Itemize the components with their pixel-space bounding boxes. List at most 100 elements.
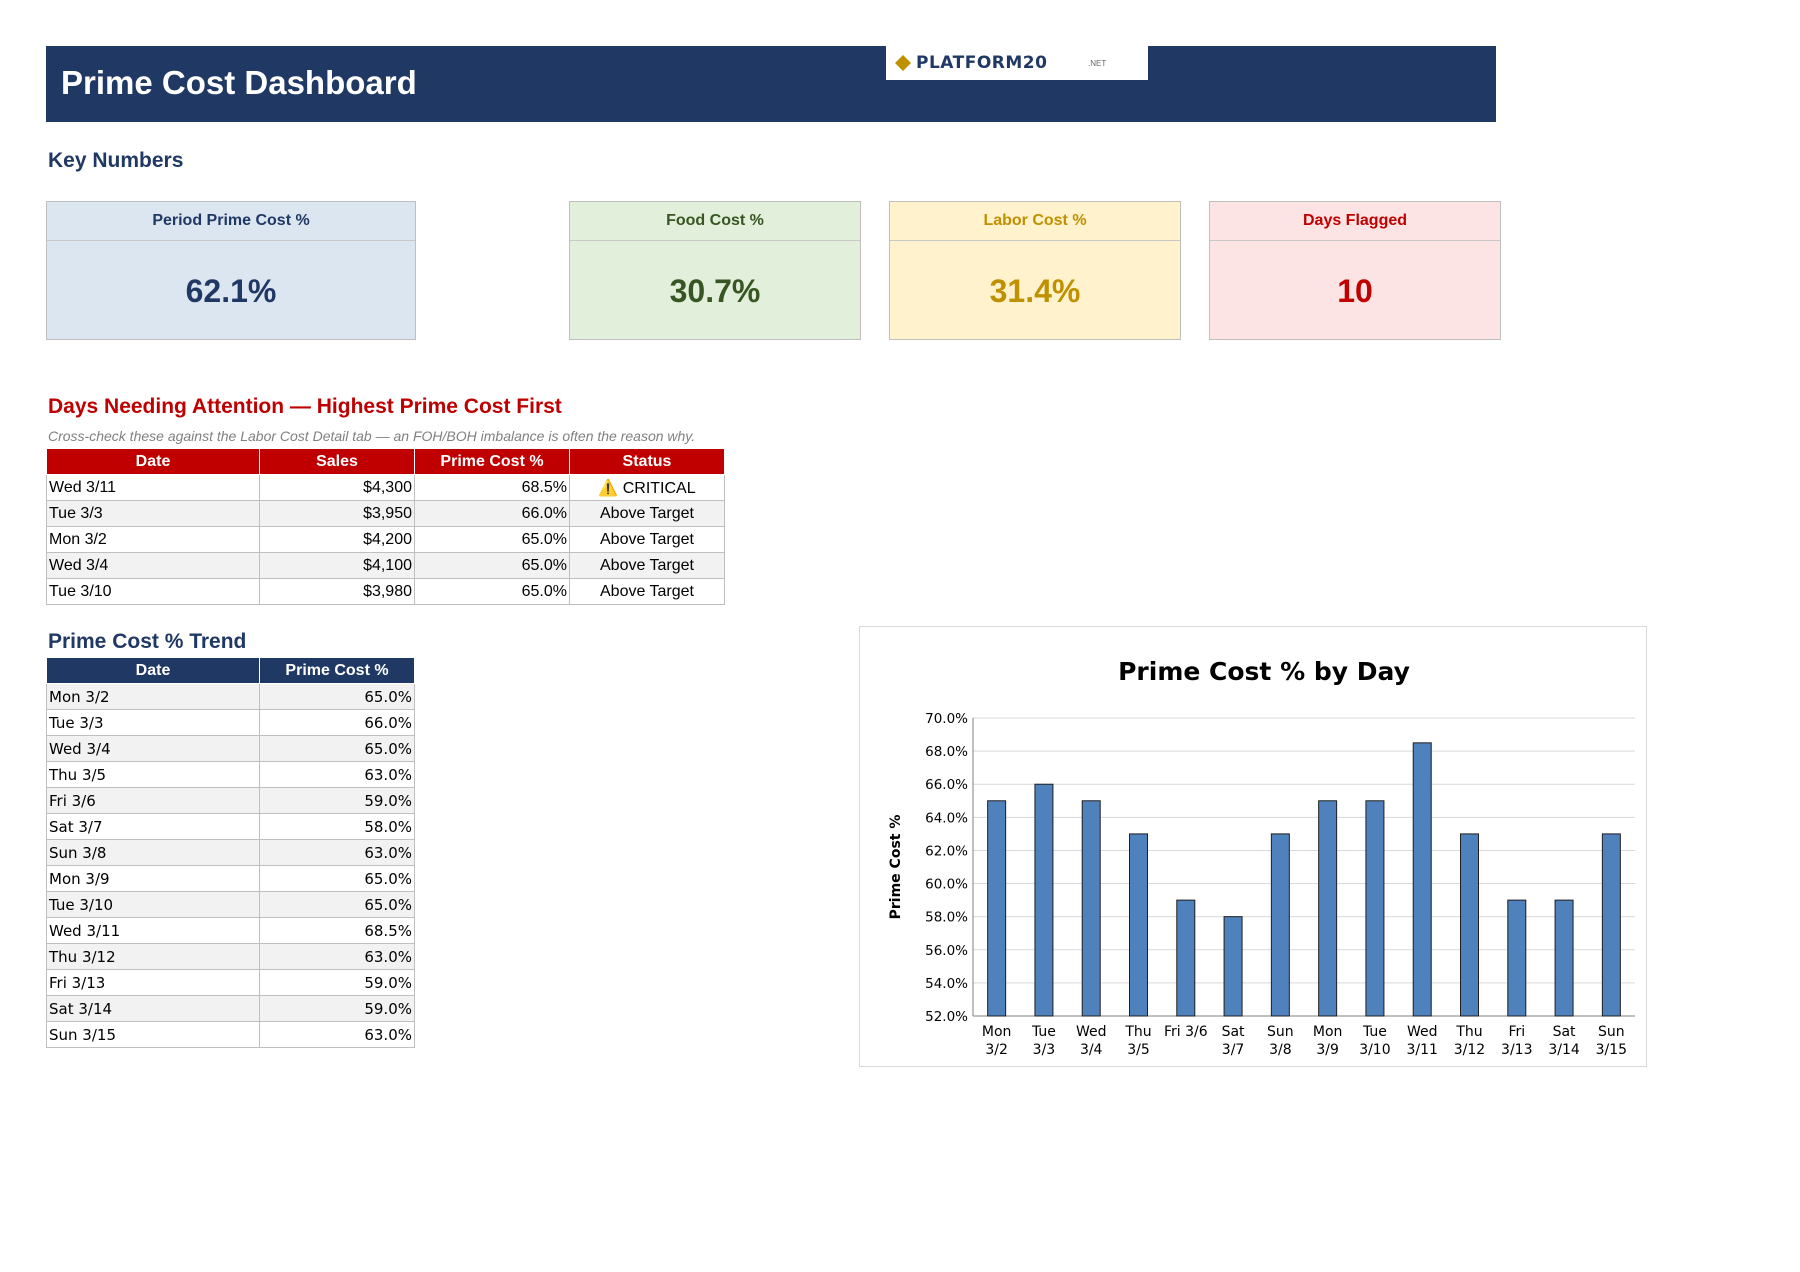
x-tick-label: Wed 3/11 <box>1406 1024 1437 1058</box>
chart-container: Prime Cost % by Day 52.0% 54.0% 56.0% 58.0% 6… <box>859 626 1647 1067</box>
prime-cost-cell: 59.0% <box>259 969 415 996</box>
bar <box>1554 899 1574 1017</box>
date-cell: Mon 3/9 <box>46 865 260 892</box>
date-cell: Sat 3/7 <box>46 813 260 840</box>
prime-cost-cell: 65.0% <box>259 735 415 762</box>
table-row: Wed 3/4 65.0% <box>46 735 415 762</box>
kpi-label: Period Prime Cost % <box>47 202 415 241</box>
x-tick-label: Wed 3/4 <box>1076 1024 1107 1058</box>
table-row: Mon 3/2 $4,200 65.0% Above Target <box>46 526 725 553</box>
y-tick-label: 64.0% <box>925 810 968 826</box>
prime-cost-cell: 63.0% <box>259 839 415 866</box>
x-tick-label: Fri 3/13 <box>1501 1024 1532 1058</box>
date-cell: Tue 3/10 <box>46 578 260 605</box>
table-row: Sat 3/14 59.0% <box>46 995 415 1022</box>
y-tick-label: 70.0% <box>925 711 968 727</box>
table-row: Tue 3/10 $3,980 65.0% Above Target <box>46 578 725 605</box>
y-tick-label: 58.0% <box>925 910 968 926</box>
kpi-value: 31.4% <box>989 273 1081 309</box>
logo: PLATFORM20 .NET <box>886 46 1148 80</box>
kpi-label: Days Flagged <box>1210 202 1500 241</box>
table-row: Thu 3/5 63.0% <box>46 761 415 788</box>
x-tick-label: Sat 3/14 <box>1548 1024 1580 1058</box>
y-tick-label: 66.0% <box>925 777 968 793</box>
kpi-value: 10 <box>1337 273 1373 309</box>
bar <box>1223 916 1243 1017</box>
prime-cost-cell: 65.0% <box>259 891 415 918</box>
trend-table: Date Prime Cost % Mon 3/2 65.0% Tue 3/3 66.… <box>46 657 415 1048</box>
page-title: Prime Cost Dashboard <box>61 64 417 101</box>
x-tick-label: Fri 3/6 <box>1164 1024 1208 1040</box>
date-cell: Mon 3/2 <box>46 683 260 710</box>
y-axis-title: Prime Cost % <box>888 815 904 920</box>
status-cell: Above Target <box>569 552 725 579</box>
kpi-value: 62.1% <box>185 273 277 309</box>
bar <box>1412 742 1432 1017</box>
status-cell: Above Target <box>569 578 725 605</box>
kpi-card-period-prime-cost: Period Prime Cost % 62.1% <box>46 201 416 340</box>
status-cell: Above Target <box>569 500 725 527</box>
bar <box>1507 899 1527 1017</box>
x-tick-label: Mon 3/9 <box>1313 1024 1343 1058</box>
bar <box>1460 833 1479 1017</box>
table-row: Tue 3/3 66.0% <box>46 709 415 736</box>
y-tick-label: 68.0% <box>925 744 968 760</box>
date-cell: Thu 3/5 <box>46 761 260 788</box>
table-row: Tue 3/3 $3,950 66.0% Above Target <box>46 500 725 527</box>
y-tick-label: 52.0% <box>925 1009 968 1025</box>
x-tick-label: Thu 3/5 <box>1124 1024 1151 1058</box>
x-tick-label: Tue 3/10 <box>1359 1024 1390 1058</box>
table-row: Wed 3/11 $4,300 68.5% ⚠️ CRITICAL <box>46 474 725 501</box>
table-row: Tue 3/10 65.0% <box>46 891 415 918</box>
sales-cell: $4,200 <box>259 526 415 553</box>
kpi-card-days-flagged: Days Flagged 10 <box>1209 201 1501 340</box>
column-header: Date <box>46 657 260 684</box>
date-cell: Sun 3/8 <box>46 839 260 866</box>
bar <box>1270 833 1290 1017</box>
column-header: Sales <box>259 448 415 475</box>
column-header: Status <box>569 448 725 475</box>
date-cell: Fri 3/13 <box>46 969 260 996</box>
y-tick-label: 56.0% <box>925 943 968 959</box>
prime-cost-cell: 63.0% <box>259 943 415 970</box>
logo-suffix: .NET <box>1088 59 1107 68</box>
table-row: Fri 3/13 59.0% <box>46 969 415 996</box>
prime-cost-cell: 68.5% <box>414 474 570 501</box>
date-cell: Wed 3/4 <box>46 552 260 579</box>
date-cell: Wed 3/11 <box>46 917 260 944</box>
date-cell: Wed 3/11 <box>46 474 260 501</box>
table-row: Thu 3/12 63.0% <box>46 943 415 970</box>
date-cell: Tue 3/3 <box>46 709 260 736</box>
column-header: Prime Cost % <box>259 657 415 684</box>
prime-cost-cell: 66.0% <box>414 500 570 527</box>
prime-cost-cell: 65.0% <box>259 865 415 892</box>
attention-note: Cross-check these against the Labor Cost… <box>48 428 696 444</box>
logo-name: PLATFORM20 <box>916 53 1048 73</box>
x-tick-label: Mon 3/2 <box>982 1024 1012 1058</box>
x-tick-label: Thu 3/12 <box>1454 1024 1485 1058</box>
table-row: Sun 3/8 63.0% <box>46 839 415 866</box>
table-row: Sat 3/7 58.0% <box>46 813 415 840</box>
key-numbers-heading: Key Numbers <box>48 149 184 172</box>
kpi-label: Labor Cost % <box>890 202 1180 241</box>
x-tick-label: Tue 3/3 <box>1031 1024 1056 1058</box>
diamond-icon <box>894 54 912 72</box>
bar <box>1176 899 1196 1017</box>
table-row: Mon 3/9 65.0% <box>46 865 415 892</box>
date-cell: Sun 3/15 <box>46 1021 260 1048</box>
sales-cell: $4,300 <box>259 474 415 501</box>
prime-cost-cell: 68.5% <box>259 917 415 944</box>
y-tick-label: 60.0% <box>925 877 968 893</box>
bar <box>1081 800 1101 1017</box>
date-cell: Tue 3/10 <box>46 891 260 918</box>
table-row: Mon 3/2 65.0% <box>46 683 415 710</box>
attention-table: Date Sales Prime Cost % Status Wed 3/11 … <box>46 448 725 605</box>
prime-cost-cell: 65.0% <box>414 578 570 605</box>
prime-cost-cell: 66.0% <box>259 709 415 736</box>
bar <box>987 800 1007 1017</box>
date-cell: Sat 3/14 <box>46 995 260 1022</box>
date-cell: Thu 3/12 <box>46 943 260 970</box>
attention-heading: Days Needing Attention — Highest Prime C… <box>48 395 562 418</box>
table-row: Wed 3/4 $4,100 65.0% Above Target <box>46 552 725 579</box>
prime-cost-cell: 58.0% <box>259 813 415 840</box>
